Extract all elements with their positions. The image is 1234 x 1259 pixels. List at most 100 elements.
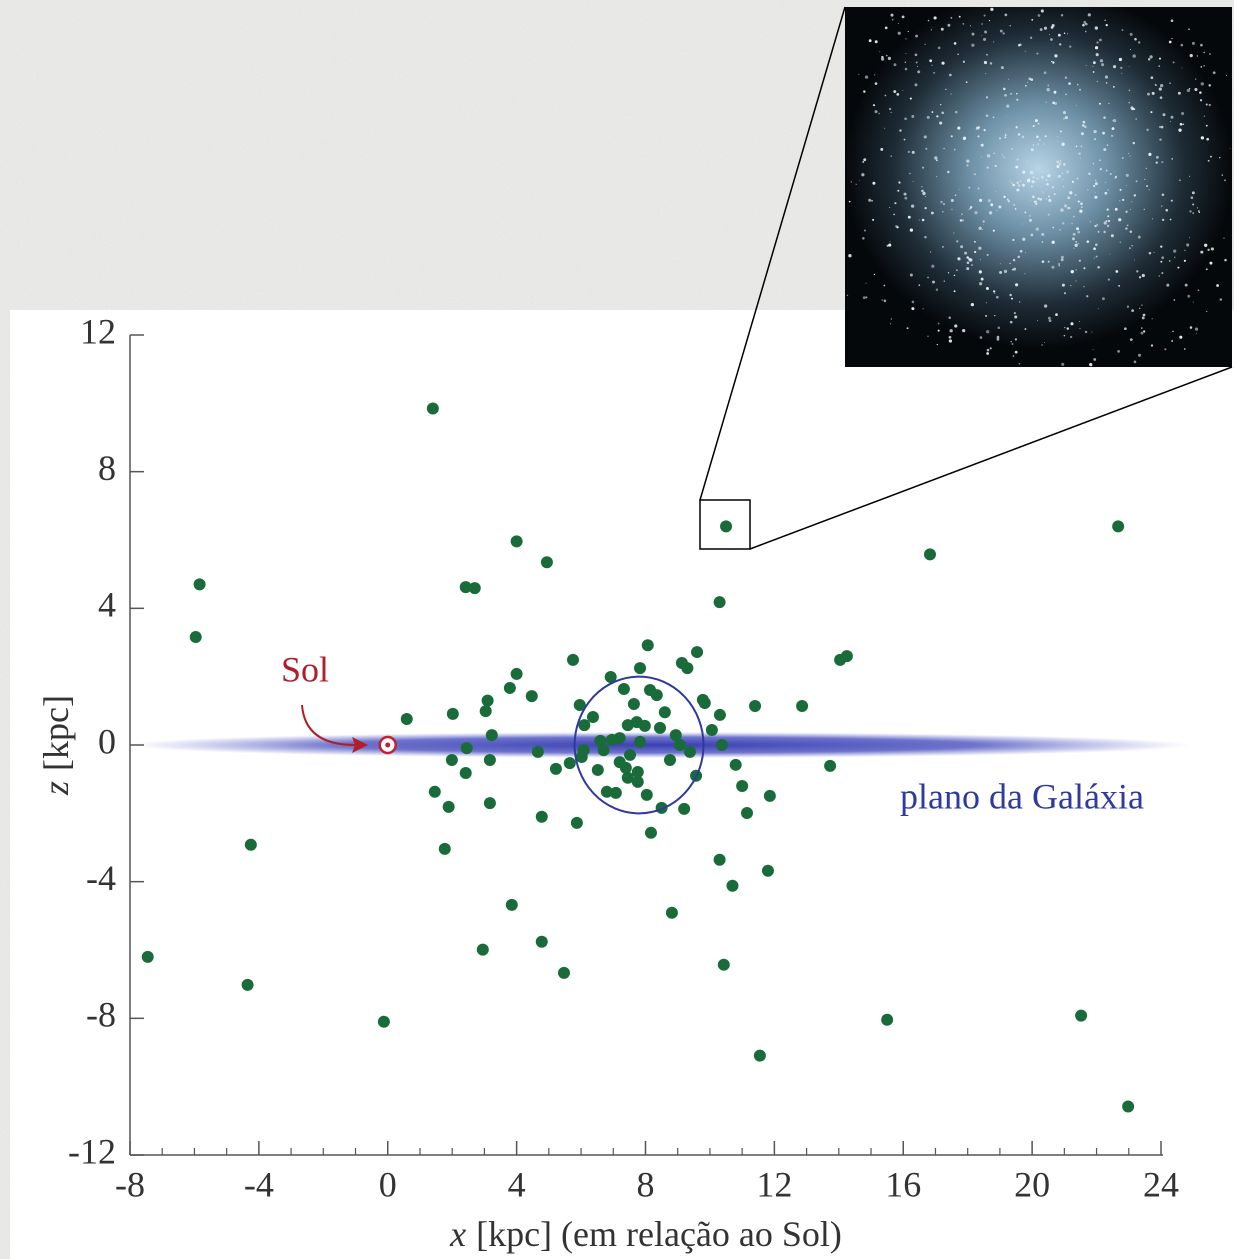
inset-star [890, 323, 891, 324]
inset-star [941, 28, 944, 31]
point [446, 754, 458, 766]
inset-star [925, 148, 927, 150]
x-tick-label: 8 [637, 1164, 655, 1204]
inset-star [1037, 197, 1039, 199]
inset-star [1011, 298, 1013, 300]
point [536, 936, 548, 948]
inset-star [1102, 132, 1105, 135]
inset-star [969, 258, 972, 261]
inset-star [1111, 234, 1114, 237]
inset-star [1056, 165, 1059, 168]
x-tick-label: -4 [244, 1164, 274, 1204]
inset-star [1062, 173, 1063, 174]
inset-star [905, 68, 908, 71]
inset-star [1057, 136, 1058, 137]
inset-star [1011, 341, 1012, 342]
inset-star [1075, 194, 1077, 196]
inset-star [1003, 156, 1004, 157]
point [526, 690, 538, 702]
inset-star [957, 257, 960, 260]
inset-star [908, 31, 909, 32]
inset-star [968, 209, 969, 210]
inset-star [1081, 132, 1084, 135]
inset-star [1029, 219, 1032, 222]
inset-star [1009, 25, 1010, 26]
inset-star [1102, 297, 1105, 300]
inset-star [984, 15, 986, 17]
inset-star [1011, 343, 1013, 345]
inset-star [1093, 185, 1095, 187]
inset-star [1048, 196, 1050, 198]
inset-star [934, 16, 937, 19]
point [564, 757, 576, 769]
inset-star [1066, 171, 1069, 174]
inset-star [1135, 118, 1137, 120]
point [664, 754, 676, 766]
point [469, 582, 481, 594]
inset-star [890, 241, 891, 242]
inset-star [1184, 260, 1186, 262]
inset-star [974, 251, 976, 253]
inset-star [1060, 208, 1063, 211]
inset-star [1063, 163, 1066, 166]
plane-label: plano da Galáxia [900, 776, 1144, 816]
inset-star [977, 135, 979, 137]
inset-star [927, 277, 929, 279]
inset-star [1004, 94, 1007, 97]
inset-star [863, 296, 866, 299]
inset-star [1075, 281, 1076, 282]
inset-star [911, 204, 914, 207]
inset-star [1067, 207, 1069, 209]
inset-star [1131, 245, 1132, 246]
inset-star [1031, 186, 1033, 188]
inset-star [1117, 350, 1120, 353]
point [642, 639, 654, 651]
inset-star [1148, 58, 1150, 60]
inset-star [1059, 163, 1061, 165]
inset-star [873, 104, 875, 106]
inset-star [940, 104, 942, 106]
inset-star [986, 54, 988, 56]
inset-star [1022, 136, 1025, 139]
inset-star [954, 275, 956, 277]
point [736, 780, 748, 792]
inset-star [1015, 351, 1018, 354]
point [659, 706, 671, 718]
point [439, 843, 451, 855]
inset-star [1090, 221, 1091, 222]
inset-star [1211, 247, 1214, 250]
inset-star [1119, 58, 1122, 61]
inset-star [1158, 275, 1160, 277]
inset-star [931, 111, 933, 113]
inset-star [1015, 126, 1017, 128]
inset-star [1059, 43, 1061, 45]
inset-star [1046, 179, 1048, 181]
point [461, 742, 473, 754]
inset-star [1204, 244, 1207, 247]
inset-star [1014, 312, 1016, 314]
inset-star [1042, 171, 1043, 172]
inset-star [1197, 55, 1198, 56]
inset-star [1130, 33, 1133, 36]
inset-star [1093, 130, 1096, 133]
inset-star [1067, 327, 1069, 329]
inset-star [942, 246, 944, 248]
point [714, 709, 726, 721]
inset-star [1120, 67, 1122, 69]
inset-star [875, 82, 878, 85]
inset-star [1097, 266, 1100, 269]
inset-star [1187, 89, 1190, 92]
inset-star [890, 112, 891, 113]
inset-star [1082, 121, 1085, 124]
inset-star [1037, 178, 1039, 180]
inset-star [1148, 153, 1151, 156]
inset-star [1011, 148, 1013, 150]
inset-star [1002, 154, 1003, 155]
sun-label: Sol [281, 649, 329, 689]
inset-star [938, 46, 941, 49]
inset-star [890, 155, 892, 157]
inset-star [1196, 333, 1197, 334]
inset-star [1133, 54, 1136, 57]
inset-star [1033, 125, 1035, 127]
inset-star [1092, 66, 1093, 67]
